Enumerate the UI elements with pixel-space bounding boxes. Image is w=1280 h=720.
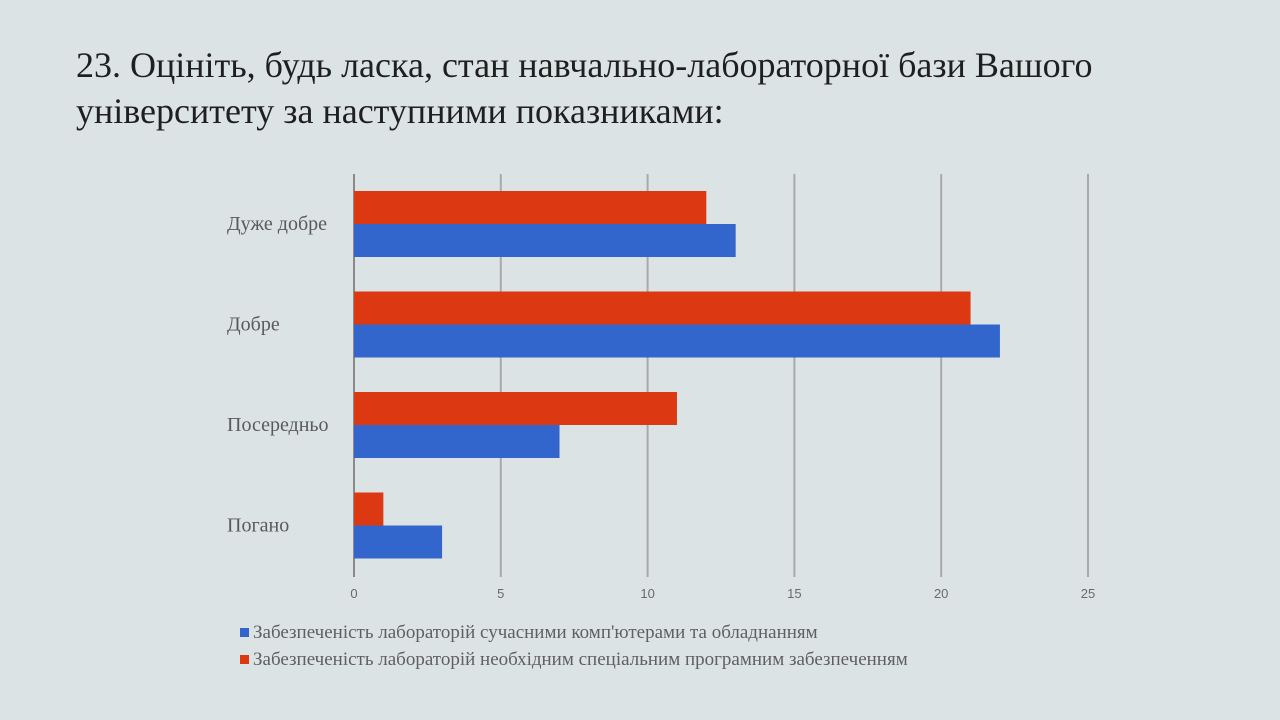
bar-computers-1 [354, 324, 1000, 358]
x-tick-label: 25 [1081, 586, 1095, 601]
bars [354, 191, 1000, 559]
legend-item-software: Забезпеченість лабораторій необхідним сп… [240, 646, 908, 673]
x-tick-label: 0 [350, 586, 357, 601]
bar-computers-0 [354, 224, 736, 257]
x-tick-label: 15 [787, 586, 801, 601]
axis-labels: 0 5 10 15 20 25 Дуже добре Добре Посередньо Поган… [227, 213, 1095, 601]
chart-legend: Забезпеченість лабораторій сучасними ком… [240, 619, 908, 673]
bar-software-3 [354, 492, 384, 526]
slide-title: 23. Оцініть, будь ласка, стан навчально-… [76, 45, 1093, 131]
bar-computers-3 [354, 525, 443, 559]
x-tick-label: 5 [497, 586, 504, 601]
bar-software-2 [354, 392, 677, 425]
legend-label-software: Забезпеченість лабораторій необхідним сп… [253, 648, 908, 670]
bar-computers-2 [354, 425, 560, 458]
y-category-label: Дуже добре [227, 213, 327, 235]
y-category-label: Посередньо [227, 414, 329, 436]
x-tick-label: 10 [640, 586, 654, 601]
y-category-label: Добре [227, 314, 280, 336]
bar-software-1 [354, 291, 971, 325]
legend-swatch-computers [240, 628, 249, 637]
legend-label-computers: Забезпеченість лабораторій сучасними ком… [253, 621, 818, 643]
bar-software-0 [354, 191, 707, 224]
legend-item-computers: Забезпеченість лабораторій сучасними ком… [240, 619, 908, 646]
legend-swatch-software [240, 655, 249, 664]
y-category-label: Погано [227, 515, 289, 537]
x-tick-label: 20 [934, 586, 948, 601]
